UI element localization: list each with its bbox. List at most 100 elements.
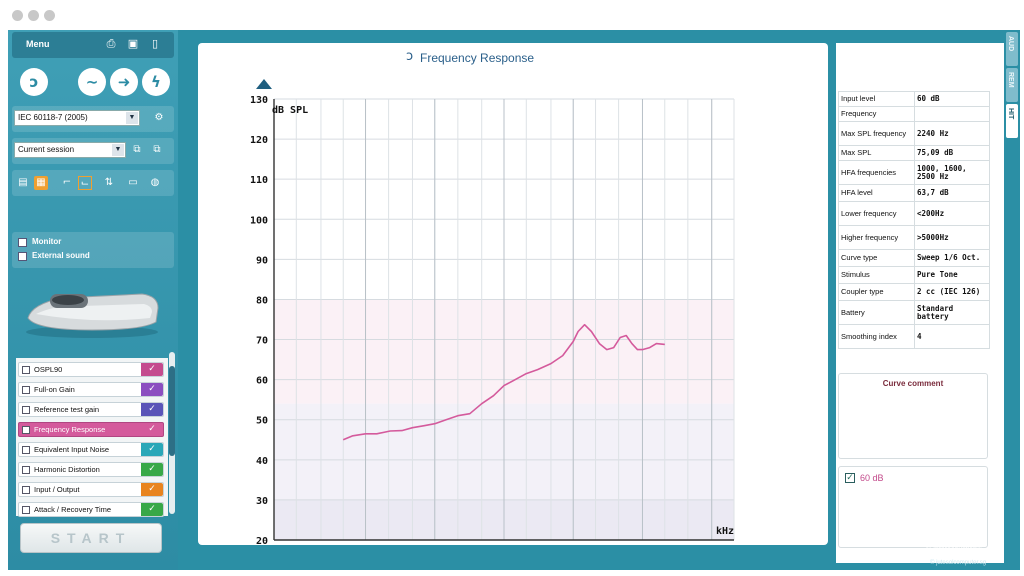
result-label: Smoothing index — [838, 324, 915, 349]
grid-icon[interactable]: ◍ — [150, 177, 160, 188]
window-minimize-dot[interactable] — [28, 10, 39, 21]
result-label: Stimulus — [838, 266, 915, 284]
test-checkbox[interactable] — [22, 506, 30, 514]
ear-outline-icon: ↄ — [406, 49, 414, 64]
monitor-checkbox[interactable] — [18, 238, 27, 247]
test-item[interactable]: Full-on Gain ✓ — [18, 382, 164, 397]
menu-button[interactable]: Menu — [26, 39, 50, 49]
test-checkbox[interactable] — [22, 386, 30, 394]
left-panel: Menu ⎙ ▣ ▯ ↄ ∼ ➜ ϟ IEC 60118-7 (2005) ▼ … — [8, 30, 178, 570]
arrow-right-icon[interactable]: ➜ — [110, 68, 138, 96]
test-checkbox[interactable] — [22, 406, 30, 414]
tab-hit[interactable]: HIT — [1006, 104, 1018, 138]
test-item-label: OSPL90 — [34, 365, 63, 374]
standard-select-box: IEC 60118-7 (2005) ▼ ⚙ — [12, 106, 174, 132]
scroll-up-arrow-icon[interactable] — [256, 79, 272, 89]
brand-logo: © Interacoustics® — [926, 546, 982, 553]
result-value — [914, 106, 990, 122]
test-checkbox[interactable] — [22, 466, 30, 474]
test-list: OSPL90 ✓ Full-on Gain ✓ Reference test gain ✓… — [16, 358, 168, 517]
chart-view-icon[interactable]: ▦ — [34, 176, 48, 190]
ear-icon[interactable]: ↄ — [20, 68, 48, 96]
session-select[interactable]: Current session ▼ — [14, 142, 126, 158]
tab-aud[interactable]: AUD — [1006, 32, 1018, 66]
y-axis-label: dB SPL — [272, 105, 308, 116]
tab-aud-label: AUD — [1007, 36, 1014, 52]
tab-rem[interactable]: REM — [1006, 68, 1018, 102]
start-button[interactable]: START — [20, 523, 162, 553]
result-value: Standard battery — [914, 300, 990, 325]
scrollbar-thumb[interactable] — [169, 366, 175, 456]
exit-icon[interactable]: ▯ — [151, 37, 159, 50]
y-tick-label: 30 — [256, 496, 268, 507]
wave-icon[interactable]: ∼ — [78, 68, 106, 96]
result-label: HFA frequencies — [838, 160, 915, 185]
test-item[interactable]: Reference test gain ✓ — [18, 402, 164, 417]
y-tick-label: 50 — [256, 416, 268, 427]
hearing-aid-analyzer-device-image — [26, 293, 159, 338]
result-label: Higher frequency — [838, 225, 915, 250]
lightning-icon[interactable]: ϟ — [142, 68, 170, 96]
external-sound-checkbox[interactable] — [18, 252, 27, 261]
result-label: Input level — [838, 91, 915, 107]
window-close-dot[interactable] — [12, 10, 23, 21]
test-item[interactable]: Equivalent Input Noise ✓ — [18, 442, 164, 457]
x-axis-label: kHz — [716, 526, 734, 537]
brand-subtext: © jutesolcomputer.sg — [930, 560, 987, 566]
test-item[interactable]: Input / Output ✓ — [18, 482, 164, 497]
result-row: Battery Standard battery — [838, 300, 990, 325]
result-row: Frequency — [838, 106, 990, 122]
tab-hit-label: HIT — [1007, 108, 1014, 120]
result-label: Frequency — [838, 106, 915, 122]
test-item-label: Harmonic Distortion — [34, 465, 100, 474]
scale-icon[interactable]: ⇅ — [104, 177, 114, 188]
test-status-check-icon: ✓ — [141, 363, 163, 376]
session-compare-icon[interactable]: ⧉ — [153, 144, 161, 155]
session-select-box: Current session ▼ ⧉ ⧉ — [12, 138, 174, 164]
result-value: 1000, 1600, 2500 Hz — [914, 160, 990, 185]
y-tick-label: 80 — [256, 295, 268, 306]
print-icon[interactable]: ⎙ — [106, 37, 116, 50]
test-status-check-icon: ✓ — [141, 443, 163, 456]
monitor-box: Monitor External sound — [12, 232, 174, 268]
view-toolbar: ▤ ▦ ⌐ ⌙ ⇅ ▭ ◍ — [12, 170, 174, 196]
standard-select[interactable]: IEC 60118-7 (2005) ▼ — [14, 110, 140, 126]
result-value: 60 dB — [914, 91, 990, 107]
curve-comment-label: Curve comment — [882, 379, 944, 388]
test-checkbox[interactable] — [22, 446, 30, 454]
test-checkbox[interactable] — [22, 366, 30, 374]
curve-visibility-checkbox[interactable]: ✓ — [845, 473, 855, 483]
menu-bar: Menu ⎙ ▣ ▯ — [12, 32, 174, 58]
test-status-check-icon: ✓ — [141, 483, 163, 496]
save-icon[interactable]: ▣ — [127, 37, 139, 50]
result-label: Curve type — [838, 249, 915, 267]
list-view-icon[interactable]: ▤ — [18, 177, 28, 188]
axis-selected-icon[interactable]: ⌙ — [78, 176, 92, 190]
monitor-label: Monitor — [32, 237, 62, 246]
test-item[interactable]: Harmonic Distortion ✓ — [18, 462, 164, 477]
result-row: HFA level 63,7 dB — [838, 184, 990, 202]
result-label: Max SPL frequency — [838, 121, 915, 146]
settings-gear-icon[interactable]: ⚙ — [154, 112, 164, 123]
test-item[interactable]: Attack / Recovery Time ✓ — [18, 502, 164, 517]
test-item[interactable]: Frequency Response ✓ — [18, 422, 164, 437]
y-tick-label: 110 — [250, 175, 268, 186]
test-checkbox[interactable] — [22, 426, 30, 434]
window-maximize-dot[interactable] — [44, 10, 55, 21]
test-list-scrollbar[interactable] — [169, 352, 175, 514]
curve-legend-label: 60 dB — [860, 473, 884, 483]
result-value: 2240 Hz — [914, 121, 990, 146]
test-checkbox[interactable] — [22, 486, 30, 494]
y-tick-label: 60 — [256, 376, 268, 387]
session-add-icon[interactable]: ⧉ — [133, 144, 141, 155]
chevron-down-icon: ▼ — [126, 112, 138, 124]
note-icon[interactable]: ▭ — [128, 177, 138, 188]
test-item-label: Reference test gain — [34, 405, 100, 414]
curve-comment-box[interactable]: Curve comment — [838, 373, 988, 459]
session-select-value: Current session — [18, 145, 75, 154]
window-titlebar — [0, 0, 1024, 30]
test-item[interactable]: OSPL90 ✓ — [18, 362, 164, 377]
axis-icon[interactable]: ⌐ — [62, 177, 72, 188]
result-row: Smoothing index 4 — [838, 324, 990, 349]
test-item-label: Full-on Gain — [34, 385, 75, 394]
